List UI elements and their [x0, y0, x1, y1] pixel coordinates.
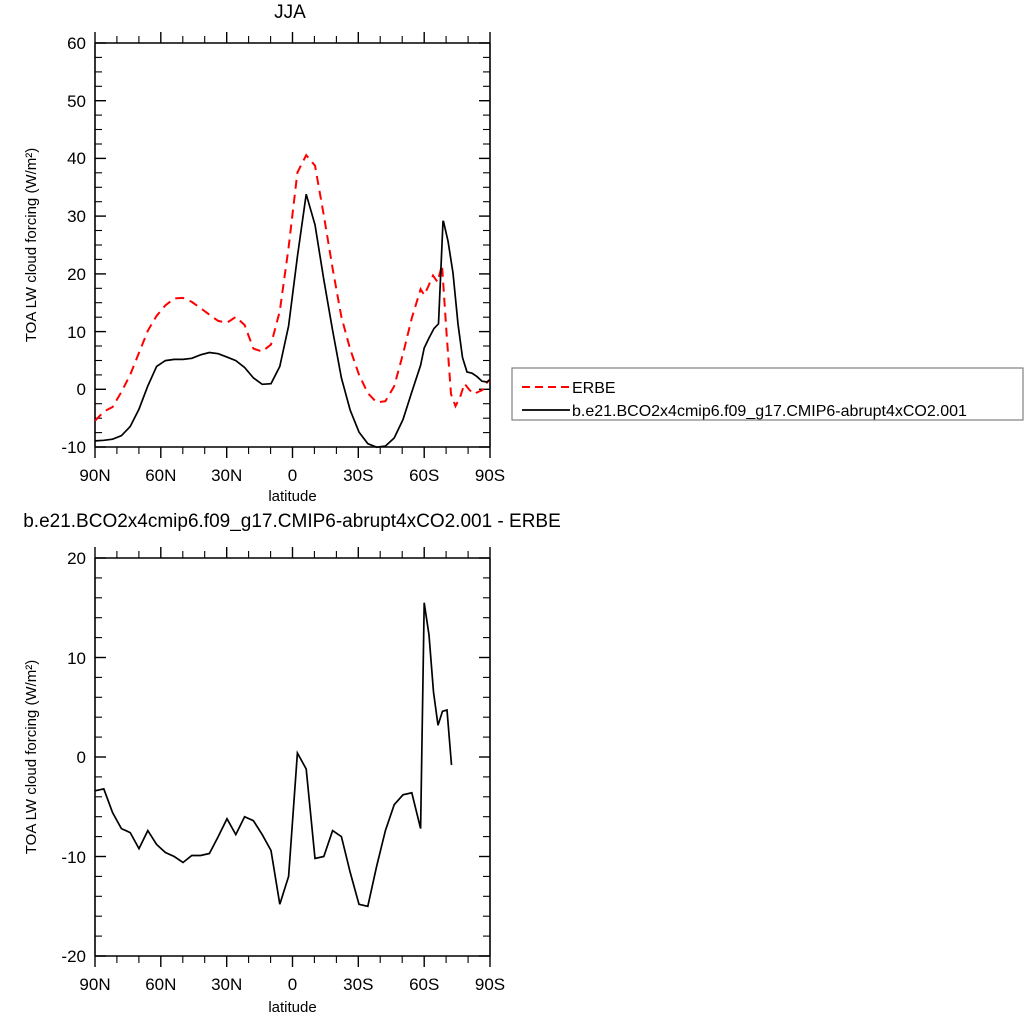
top-xtick-30N: 30N: [211, 466, 242, 485]
bottom-series-difference: [94, 602, 453, 908]
bottom-x-ticks: [94, 547, 491, 967]
bottom-xtick-30S: 30S: [343, 975, 373, 994]
top-ytick-0: 0: [77, 380, 86, 399]
top-xaxis-label: latitude: [268, 488, 316, 505]
top-ytick-50: 50: [67, 92, 86, 111]
top-ytick-40: 40: [67, 149, 86, 168]
legend-label-model: b.e21.BCO2x4cmip6.f09_g17.CMIP6-abrupt4x…: [572, 403, 967, 420]
top-yaxis-label: TOA LW cloud forcing (W/m²): [23, 148, 40, 342]
bottom-ytick-10: 10: [67, 649, 86, 668]
bottom-xtick-60S: 60S: [409, 975, 439, 994]
bottom-xtick-30N: 30N: [211, 975, 242, 994]
top-ytick-30: 30: [67, 207, 86, 226]
top-series-erbe: [94, 153, 491, 422]
bottom-xaxis-label: latitude: [268, 999, 316, 1016]
bottom-ytick-minus20: -20: [61, 947, 86, 966]
bottom-ytick-minus10: -10: [61, 848, 86, 867]
top-xtick-90N: 90N: [79, 466, 110, 485]
top-ytick-10: 10: [67, 323, 86, 342]
bottom-xtick-0: 0: [288, 975, 297, 994]
bottom-y-ticks: [95, 557, 490, 957]
bottom-xtick-90N: 90N: [79, 975, 110, 994]
top-xtick-60N: 60N: [145, 466, 176, 485]
bottom-panel: 20 10 0 -10 -20: [23, 547, 505, 1016]
top-ytick-minus10: -10: [61, 438, 86, 457]
top-panel-title: JJA: [274, 2, 306, 23]
top-ytick-20: 20: [67, 265, 86, 284]
legend-label-erbe: ERBE: [572, 380, 616, 397]
top-xtick-90S: 90S: [475, 466, 505, 485]
top-series-model: [94, 193, 491, 449]
top-y-ticks: [95, 42, 490, 448]
top-x-ticks: [94, 32, 491, 458]
top-xtick-60S: 60S: [409, 466, 439, 485]
bottom-ytick-0: 0: [77, 748, 86, 767]
legend-item-model[interactable]: b.e21.BCO2x4cmip6.f09_g17.CMIP6-abrupt4x…: [522, 403, 967, 420]
top-xtick-0: 0: [288, 466, 297, 485]
bottom-yaxis-label: TOA LW cloud forcing (W/m²): [23, 660, 40, 854]
legend-box: [511, 367, 1024, 421]
top-panel: JJA: [23, 2, 505, 505]
bottom-xtick-60N: 60N: [145, 975, 176, 994]
legend-item-erbe[interactable]: ERBE: [522, 380, 616, 397]
bottom-ytick-20: 20: [67, 549, 86, 568]
top-ytick-60: 60: [67, 34, 86, 53]
bottom-xtick-90S: 90S: [475, 975, 505, 994]
legend: ERBE b.e21.BCO2x4cmip6.f09_g17.CMIP6-abr…: [511, 367, 1024, 421]
top-xtick-30S: 30S: [343, 466, 373, 485]
difference-panel-subtitle: b.e21.BCO2x4cmip6.f09_g17.CMIP6-abrupt4x…: [23, 511, 561, 532]
